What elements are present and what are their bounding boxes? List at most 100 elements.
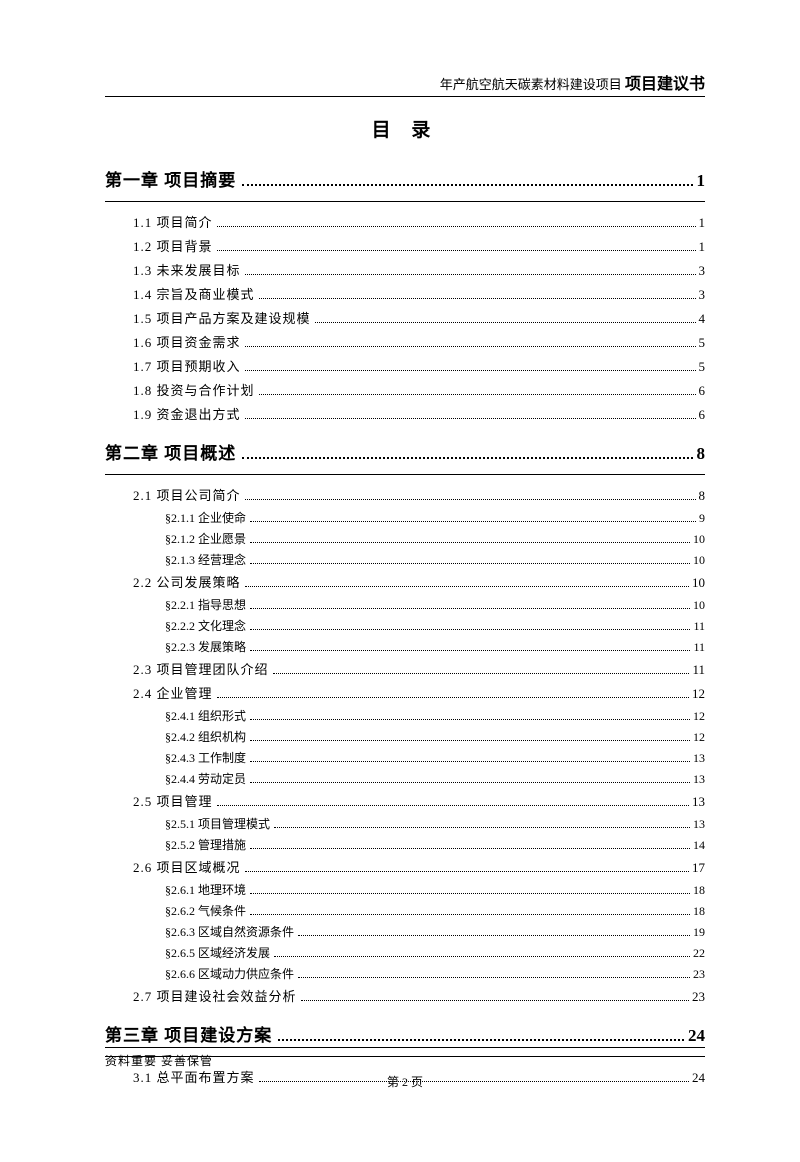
leader <box>245 370 696 371</box>
section-page: 1 <box>699 215 706 231</box>
subsection-row: §2.4.4 劳动定员 13 <box>165 770 705 787</box>
subsection-page: 18 <box>693 904 705 919</box>
section-page: 4 <box>699 311 706 327</box>
subsection-page: 11 <box>693 640 705 655</box>
subsection-row: §2.4.1 组织形式12 <box>165 707 705 724</box>
section-page: 1 <box>699 239 706 255</box>
section-page: 5 <box>699 335 706 351</box>
leader <box>259 298 696 299</box>
leader <box>245 418 696 419</box>
leader <box>242 457 692 459</box>
header-rule <box>105 96 705 97</box>
section-label: 1.3 未来发展目标 <box>133 260 241 279</box>
section-label: 1.7 项目预期收入 <box>133 356 241 375</box>
subsection-page: 10 <box>693 532 705 547</box>
subsection-page: 12 <box>693 730 705 745</box>
subsection-row: §2.4.2 组织机构 12 <box>165 728 705 745</box>
subsection-page: 10 <box>693 553 705 568</box>
section-page: 10 <box>692 575 705 591</box>
leader <box>250 719 690 720</box>
section-page: 3 <box>699 287 706 303</box>
leader <box>245 586 689 587</box>
toc-body: 第一章 项目摘要11.1 项目简介11.2 项目背景11.3 未来发展目标31.… <box>105 166 705 1086</box>
section-row: 2.2 公司发展策略10 <box>133 572 705 591</box>
leader <box>274 956 690 957</box>
leader <box>278 1039 684 1041</box>
leader <box>250 542 690 543</box>
section-row: 1.7 项目预期收入 5 <box>133 356 705 375</box>
section-label: 2.1 项目公司简介 <box>133 485 241 504</box>
section-page: 6 <box>699 407 706 423</box>
leader <box>245 346 696 347</box>
subsection-label: §2.1.2 企业愿景 <box>165 530 246 547</box>
subsection-row: §2.6.6 区域动力供应条件23 <box>165 965 705 982</box>
subsection-page: 13 <box>693 772 705 787</box>
leader <box>242 184 692 186</box>
subsection-row: §2.1.1 企业使命 9 <box>165 509 705 526</box>
subsection-row: §2.6.1 地理环境18 <box>165 881 705 898</box>
section-label: 1.4 宗旨及商业模式 <box>133 284 255 303</box>
subsection-label: §2.2.1 指导思想 <box>165 596 246 613</box>
section-row: 2.3 项目管理团队介绍11 <box>133 659 705 678</box>
section-row: 1.6 项目资金需求 5 <box>133 332 705 351</box>
section-page: 5 <box>699 359 706 375</box>
subsection-label: §2.5.1 项目管理模式 <box>165 815 270 832</box>
subsection-page: 9 <box>699 511 705 526</box>
chapter-label: 第三章 项目建设方案 <box>105 1021 272 1046</box>
chapter-page: 1 <box>697 171 706 191</box>
subsection-row: §2.2.3 发展策略 11 <box>165 638 705 655</box>
section-label: 1.2 项目背景 <box>133 236 213 255</box>
subsection-label: §2.1.1 企业使命 <box>165 509 246 526</box>
subsection-row: §2.2.2 文化理念11 <box>165 617 705 634</box>
subsection-label: §2.6.5 区域经济发展 <box>165 944 270 961</box>
chapter-rule <box>105 474 705 475</box>
footer: 资料重要 妥善保管 第 2 页 <box>105 1047 705 1090</box>
subsection-page: 18 <box>693 883 705 898</box>
subsection-page: 23 <box>693 967 705 982</box>
section-page: 8 <box>699 488 706 504</box>
section-label: 1.8 投资与合作计划 <box>133 380 255 399</box>
section-row: 1.9 资金退出方式 6 <box>133 404 705 423</box>
subsection-row: §2.2.1 指导思想10 <box>165 596 705 613</box>
toc-title: 目 录 <box>105 115 705 142</box>
chapter-row: 第三章 项目建设方案24 <box>105 1021 705 1046</box>
leader <box>217 250 696 251</box>
subsection-label: §2.4.4 劳动定员 <box>165 770 246 787</box>
section-row: 2.1 项目公司简介 8 <box>133 485 705 504</box>
subsection-label: §2.2.2 文化理念 <box>165 617 246 634</box>
subsection-label: §2.1.3 经营理念 <box>165 551 246 568</box>
section-label: 1.5 项目产品方案及建设规模 <box>133 308 311 327</box>
subsection-label: §2.4.3 工作制度 <box>165 749 246 766</box>
leader <box>217 805 689 806</box>
subsection-label: §2.4.2 组织机构 <box>165 728 246 745</box>
header-project: 年产航空航天碳素材料建设项目 <box>440 77 622 92</box>
subsection-label: §2.4.1 组织形式 <box>165 707 246 724</box>
chapter-row: 第二章 项目概述8 <box>105 439 705 464</box>
chapter-page: 8 <box>697 444 706 464</box>
subsection-label: §2.2.3 发展策略 <box>165 638 246 655</box>
section-row: 1.3 未来发展目标 3 <box>133 260 705 279</box>
section-page: 3 <box>699 263 706 279</box>
subsection-row: §2.5.2 管理措施14 <box>165 836 705 853</box>
section-label: 2.6 项目区域概况 <box>133 857 241 876</box>
chapter-block: 第二章 项目概述8 2.1 项目公司简介 8 §2.1.1 企业使命 9 §2.1.2 企… <box>105 439 705 1005</box>
section-row: 1.8 投资与合作计划6 <box>133 380 705 399</box>
section-label: 1.9 资金退出方式 <box>133 404 241 423</box>
section-row: 1.5 项目产品方案及建设规模 4 <box>133 308 705 327</box>
section-page: 17 <box>692 860 705 876</box>
leader <box>250 761 690 762</box>
chapter-label: 第一章 项目摘要 <box>105 166 236 191</box>
section-label: 2.3 项目管理团队介绍 <box>133 659 269 678</box>
subsection-label: §2.6.2 气候条件 <box>165 902 246 919</box>
section-row: 1.4 宗旨及商业模式 3 <box>133 284 705 303</box>
section-page: 13 <box>692 794 705 810</box>
footer-rule <box>105 1047 705 1048</box>
leader <box>250 650 690 651</box>
subsection-label: §2.6.3 区域自然资源条件 <box>165 923 294 940</box>
section-label: 1.6 项目资金需求 <box>133 332 241 351</box>
leader <box>250 521 696 522</box>
footer-note: 资料重要 妥善保管 <box>105 1052 705 1069</box>
leader <box>250 740 690 741</box>
section-row: 2.7 项目建设社会效益分析23 <box>133 986 705 1005</box>
section-row: 2.6 项目区域概况 17 <box>133 857 705 876</box>
